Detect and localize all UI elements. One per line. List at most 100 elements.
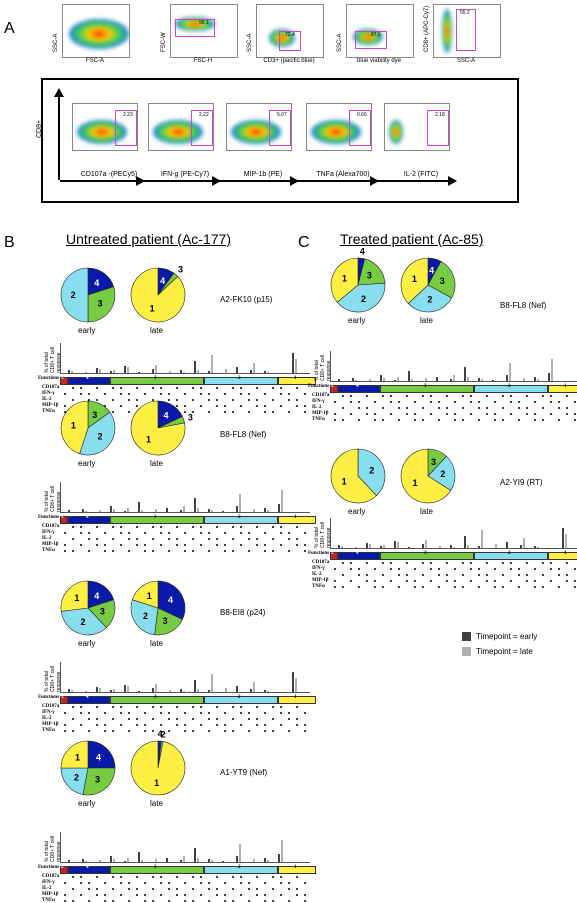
pie-slice-label: 1 bbox=[150, 304, 155, 314]
function-group-segment bbox=[278, 696, 316, 704]
function-dot bbox=[462, 562, 464, 564]
bar-late bbox=[341, 546, 343, 548]
function-dot bbox=[136, 894, 138, 896]
gate-value: 0.66 bbox=[357, 112, 367, 118]
function-dot bbox=[224, 724, 226, 726]
bar-early bbox=[180, 689, 182, 692]
bar-early bbox=[562, 528, 564, 548]
function-dot bbox=[184, 393, 186, 395]
function-dot bbox=[152, 538, 154, 540]
function-dot bbox=[128, 900, 130, 902]
function-dot bbox=[112, 387, 114, 389]
function-dot bbox=[128, 393, 130, 395]
function-dot bbox=[176, 718, 178, 720]
function-dot bbox=[192, 900, 194, 902]
function-dot bbox=[216, 544, 218, 546]
function-dot bbox=[280, 405, 282, 407]
b-ei8-early-pie: 43 2 1 bbox=[60, 580, 116, 636]
epitope-label: A2-YI9 (RT) bbox=[500, 478, 543, 487]
bar-late bbox=[425, 540, 427, 548]
function-dot bbox=[256, 538, 258, 540]
function-dot bbox=[304, 393, 306, 395]
function-dot bbox=[216, 876, 218, 878]
bar-late bbox=[71, 371, 73, 373]
function-dot bbox=[96, 526, 98, 528]
function-dot bbox=[248, 718, 250, 720]
legend-late-label: Timepoint = late bbox=[476, 647, 533, 656]
function-group-label: 2 bbox=[238, 865, 241, 870]
function-dot bbox=[272, 730, 274, 732]
function-dot bbox=[382, 419, 384, 421]
function-dot bbox=[478, 401, 480, 403]
gating-plot: 99.1 bbox=[170, 4, 238, 58]
legend-late-swatch bbox=[462, 647, 471, 656]
function-group-segment bbox=[474, 385, 548, 393]
function-dot bbox=[104, 405, 106, 407]
function-dot bbox=[232, 730, 234, 732]
function-dot bbox=[470, 580, 472, 582]
function-dot bbox=[342, 395, 344, 397]
x-axis-arrow bbox=[60, 180, 136, 182]
function-dot bbox=[224, 894, 226, 896]
function-group-segment bbox=[278, 866, 316, 874]
function-row-label: CD107a bbox=[312, 560, 330, 565]
function-dot bbox=[438, 574, 440, 576]
function-dot bbox=[256, 405, 258, 407]
function-row-label: TNFα bbox=[42, 409, 55, 414]
bar-late bbox=[281, 490, 283, 512]
function-dot bbox=[558, 419, 560, 421]
function-row-label: IL-2 bbox=[42, 536, 52, 541]
pie-slice-label: 2 bbox=[361, 294, 366, 304]
bar-late bbox=[155, 684, 157, 692]
function-dot bbox=[88, 900, 90, 902]
function-dot bbox=[446, 413, 448, 415]
function-dot bbox=[334, 568, 336, 570]
pie-slice-label: 3 bbox=[92, 410, 97, 420]
late-label: late bbox=[150, 326, 163, 335]
function-dot bbox=[494, 586, 496, 588]
pie-slice-label: 2 bbox=[98, 432, 103, 442]
function-dot bbox=[72, 387, 74, 389]
function-dot bbox=[168, 393, 170, 395]
function-dot bbox=[296, 405, 298, 407]
cd8-axis-label: CD8+ bbox=[36, 119, 43, 138]
bar-late bbox=[183, 691, 185, 692]
bar-y-label: % of total CD8+ T cell response bbox=[44, 665, 62, 692]
function-dot bbox=[510, 401, 512, 403]
function-dot bbox=[334, 580, 336, 582]
function-dot bbox=[542, 419, 544, 421]
function-group-segment bbox=[110, 377, 204, 385]
function-dot bbox=[288, 712, 290, 714]
marker-label: IL-2 (FITC) bbox=[403, 171, 439, 178]
function-dot bbox=[224, 411, 226, 413]
function-dot bbox=[446, 580, 448, 582]
function-dot bbox=[342, 574, 344, 576]
function-dot bbox=[350, 568, 352, 570]
function-row-label: MIP-1β bbox=[42, 722, 59, 727]
function-dot bbox=[144, 900, 146, 902]
density-cloud bbox=[153, 120, 203, 144]
function-dot bbox=[486, 407, 488, 409]
bar-late bbox=[239, 844, 241, 862]
bar-late bbox=[183, 506, 185, 512]
function-dot bbox=[366, 407, 368, 409]
pie-slice-label: 4 bbox=[429, 266, 434, 276]
function-dot bbox=[104, 730, 106, 732]
functions-label: Functions bbox=[38, 376, 60, 381]
bar-early bbox=[68, 370, 70, 373]
function-dot bbox=[534, 568, 536, 570]
bar-late bbox=[85, 511, 87, 512]
bar-y-axis bbox=[60, 482, 61, 512]
function-dot bbox=[406, 574, 408, 576]
function-dot bbox=[574, 413, 576, 415]
y-axis-label: SSC-A bbox=[53, 33, 59, 52]
function-dot bbox=[88, 532, 90, 534]
function-dot bbox=[280, 876, 282, 878]
function-dot bbox=[120, 894, 122, 896]
bar-x-axis bbox=[330, 548, 577, 549]
function-dot bbox=[128, 538, 130, 540]
function-dot bbox=[358, 407, 360, 409]
function-dot bbox=[366, 562, 368, 564]
function-dot bbox=[566, 407, 568, 409]
function-dot bbox=[526, 574, 528, 576]
